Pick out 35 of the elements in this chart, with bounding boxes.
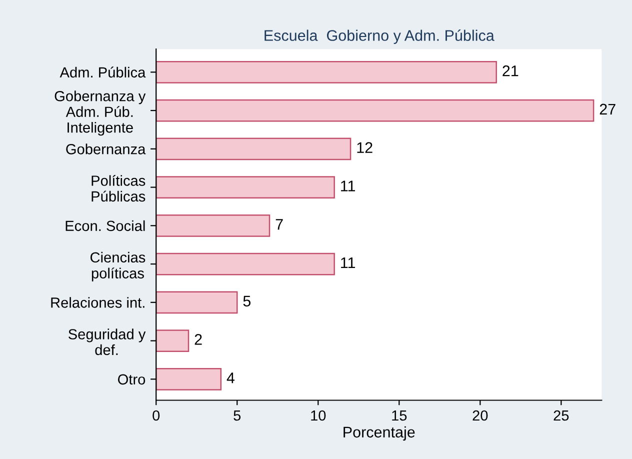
bar xyxy=(156,176,335,198)
data-label: 2 xyxy=(194,334,202,345)
data-label: 27 xyxy=(600,104,616,114)
bar xyxy=(156,214,270,237)
x-tick-label: 15 xyxy=(392,410,407,421)
x-tick-label: 25 xyxy=(554,410,569,421)
data-label: 7 xyxy=(276,219,283,230)
data-label: 21 xyxy=(502,65,518,76)
x-tick-label: 20 xyxy=(472,410,488,421)
y-tick-label: Otro xyxy=(118,374,146,385)
chart-title: Escuela Gobierno y Adm. Pública xyxy=(264,30,494,44)
bar xyxy=(156,252,335,276)
y-tick-label: Seguridad y def. xyxy=(68,328,146,356)
y-tick-label: Gobernanza y Adm. Púb. Inteligente xyxy=(54,90,146,136)
bar xyxy=(156,291,238,314)
data-label: 12 xyxy=(357,142,372,153)
data-label: 11 xyxy=(341,257,356,268)
x-axis-title: Porcentaje xyxy=(344,426,415,441)
x-tick-label: 0 xyxy=(152,410,160,421)
bar xyxy=(156,99,594,122)
x-tick-label: 10 xyxy=(311,410,326,421)
bar xyxy=(156,330,190,352)
y-tick-label: Relaciones int. xyxy=(51,297,144,308)
bar xyxy=(156,60,497,84)
x-tick-label: 5 xyxy=(234,410,241,421)
bar xyxy=(156,138,352,160)
y-tick-label: Econ. Social xyxy=(66,220,145,232)
data-label: 4 xyxy=(226,372,235,384)
data-label: 11 xyxy=(341,180,356,192)
data-label: 5 xyxy=(243,296,251,306)
bar xyxy=(156,368,222,390)
y-tick-label: Ciencias políticas xyxy=(90,252,146,282)
y-tick-label: Adm. Pública xyxy=(60,66,146,78)
y-tick-label: Políticas Públicas xyxy=(92,175,146,202)
y-tick-label: Gobernanza xyxy=(66,144,146,154)
